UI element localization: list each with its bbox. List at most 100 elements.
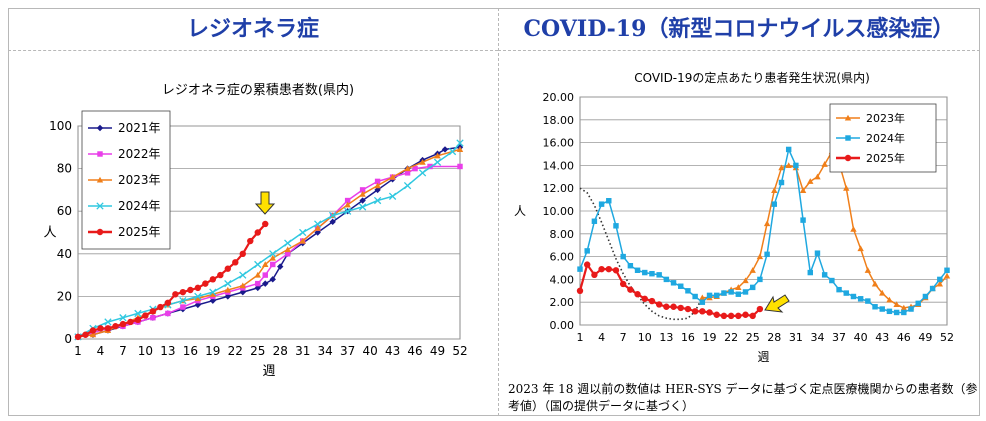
x-tick-label: 49: [430, 344, 445, 358]
panel-divider: [498, 8, 499, 416]
data-point: [627, 263, 634, 269]
data-point: [634, 291, 641, 298]
x-tick-label: 1: [74, 344, 82, 358]
data-point: [269, 254, 276, 261]
data-point: [224, 265, 232, 272]
data-point: [194, 284, 202, 292]
x-tick-label: 28: [767, 331, 781, 344]
data-point: [713, 311, 720, 318]
series-dotted-segment: [579, 187, 704, 321]
data-point: [936, 280, 944, 287]
data-point: [706, 292, 713, 299]
highlight-arrow: [764, 294, 790, 313]
data-point: [112, 323, 119, 330]
legend-item: 2024年: [88, 199, 161, 213]
legend-swatch-marker: [844, 114, 852, 121]
data-point: [284, 246, 291, 253]
data-point: [850, 226, 857, 232]
data-point: [879, 289, 886, 296]
data-point: [344, 201, 351, 208]
data-point: [254, 271, 261, 278]
data-point: [864, 267, 872, 273]
data-point: [434, 152, 441, 159]
y-tick-label: 0.00: [550, 319, 575, 332]
data-point: [232, 259, 239, 266]
data-point: [403, 181, 412, 190]
data-point: [843, 290, 849, 296]
data-point: [172, 291, 179, 298]
x-tick-label: 52: [452, 344, 467, 358]
data-point: [194, 292, 202, 301]
data-point: [749, 267, 756, 273]
data-point: [584, 248, 590, 254]
y-tick-label: 2.00: [550, 296, 575, 309]
data-point: [865, 298, 871, 304]
legend-item: 2023年: [836, 111, 905, 125]
data-point: [901, 309, 907, 316]
data-point: [648, 297, 656, 305]
data-point: [836, 286, 842, 293]
data-point: [613, 223, 619, 229]
data-point: [821, 161, 828, 167]
legend-item: 2023年: [88, 173, 161, 187]
data-point: [814, 173, 821, 180]
data-point: [433, 158, 442, 166]
data-point: [74, 333, 82, 341]
data-point: [285, 251, 291, 257]
legend: 2023年 2024年 2025年: [829, 103, 937, 173]
data-point: [374, 186, 381, 194]
data-point: [269, 250, 277, 258]
data-point: [262, 220, 269, 228]
data-point: [119, 314, 127, 322]
data-point: [879, 306, 885, 312]
x-tick-label: 1: [577, 331, 584, 344]
data-point: [577, 266, 583, 272]
y-tick-label: 16.00: [543, 137, 575, 150]
data-point: [699, 299, 706, 305]
data-point: [329, 218, 336, 226]
y-axis-label: 人: [514, 204, 526, 218]
data-point: [239, 282, 246, 289]
x-tick-label: 40: [854, 331, 868, 344]
legend-item: 2025年: [836, 151, 905, 165]
data-point: [756, 305, 764, 313]
data-point: [691, 308, 699, 315]
data-point: [299, 228, 307, 237]
data-point: [89, 331, 97, 338]
data-point: [684, 305, 692, 313]
data-point: [749, 284, 756, 291]
data-point: [343, 207, 352, 215]
x-tick-label: 16: [681, 331, 695, 344]
data-point: [605, 265, 612, 273]
y-tick-label: 60: [57, 204, 72, 218]
data-point: [893, 309, 900, 316]
data-point: [800, 217, 806, 223]
data-point: [269, 276, 276, 283]
data-point: [606, 198, 612, 204]
data-point: [670, 280, 677, 286]
legionella-cumulative-chart: レジオネラ症の累積患者数(県内) 0 20 40 60 80 100 1 4 7 10 13 16 19 2…: [43, 82, 467, 379]
data-point: [843, 185, 850, 191]
data-point: [699, 308, 706, 315]
x-tick-label: 13: [160, 344, 175, 358]
legend-item: 2024年: [836, 131, 905, 145]
data-point: [620, 253, 626, 260]
data-point: [389, 173, 396, 180]
legend-swatch-marker: [96, 176, 104, 183]
data-point: [404, 165, 411, 172]
data-point: [829, 277, 835, 284]
data-point: [270, 261, 276, 268]
arrow-shape: [764, 294, 790, 313]
legend-label: 2021年: [118, 121, 161, 135]
series-line: [579, 148, 948, 314]
data-point: [778, 164, 785, 171]
y-tick-label: 10.00: [543, 205, 575, 218]
y-tick-label: 0: [64, 332, 72, 346]
data-point: [692, 293, 698, 300]
data-point: [359, 190, 366, 197]
arrow-shape: [254, 191, 276, 215]
outer-frame: [8, 8, 980, 416]
x-tick-label: 22: [724, 331, 738, 344]
data-point: [785, 162, 792, 168]
legend-label: 2024年: [866, 131, 905, 145]
